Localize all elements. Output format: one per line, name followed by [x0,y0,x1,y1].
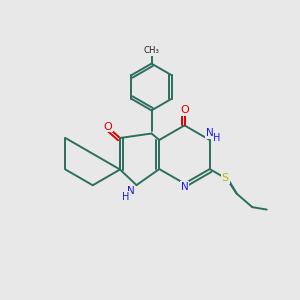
Text: O: O [180,105,189,115]
Text: CH₃: CH₃ [143,46,160,56]
Text: N: N [127,186,134,196]
Text: H: H [122,191,130,202]
Text: N: N [206,128,214,138]
Text: O: O [103,122,112,132]
Text: S: S [222,173,229,183]
Text: N: N [181,182,188,192]
Text: H: H [213,133,220,142]
